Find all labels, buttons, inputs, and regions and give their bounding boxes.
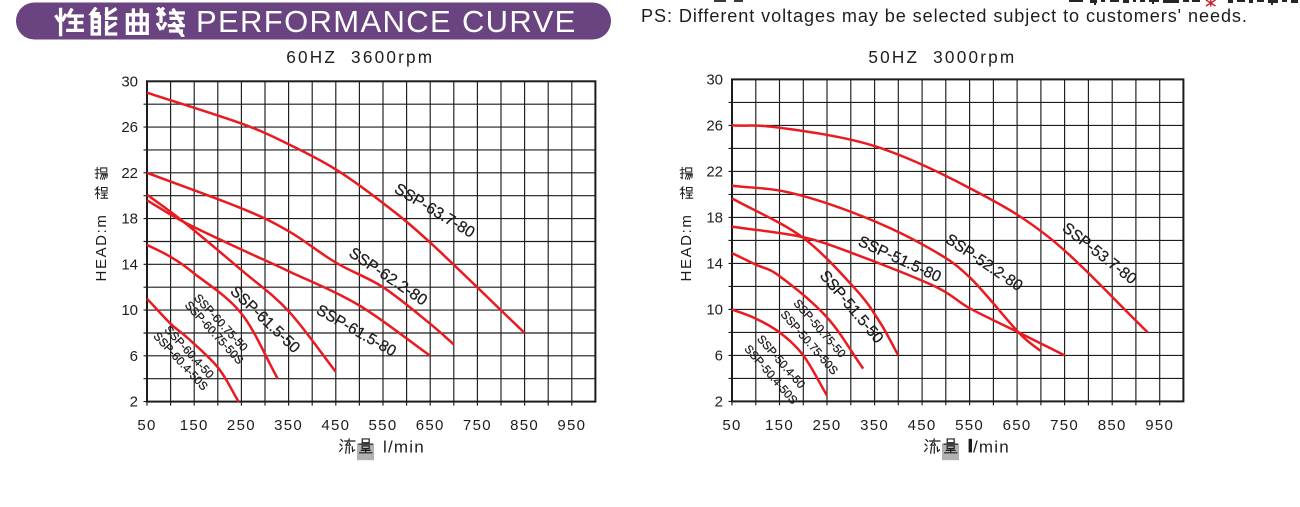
- svg-text:22: 22: [121, 165, 138, 182]
- svg-text:2: 2: [130, 394, 138, 411]
- svg-text:18: 18: [121, 211, 138, 228]
- svg-text:650: 650: [1003, 417, 1032, 434]
- svg-text:14: 14: [706, 255, 723, 272]
- svg-text:22: 22: [706, 163, 723, 180]
- svg-text:850: 850: [1098, 417, 1127, 434]
- svg-text:450: 450: [908, 417, 937, 434]
- svg-text:18: 18: [706, 209, 723, 226]
- svg-text:50HZ 3000rpm: 50HZ 3000rpm: [868, 47, 1016, 67]
- svg-text:HEAD:m: HEAD:m: [93, 214, 110, 282]
- svg-text:50: 50: [137, 417, 156, 434]
- svg-text:2: 2: [715, 393, 723, 410]
- svg-text:6: 6: [130, 348, 138, 365]
- svg-text:350: 350: [860, 417, 889, 434]
- svg-text:250: 250: [227, 417, 256, 434]
- svg-text:14: 14: [121, 256, 138, 273]
- svg-text:450: 450: [321, 417, 350, 434]
- svg-text:30: 30: [706, 71, 723, 88]
- svg-text:550: 550: [369, 417, 398, 434]
- svg-text:60HZ 3600rpm: 60HZ 3600rpm: [286, 47, 434, 67]
- svg-text:30: 30: [121, 73, 138, 90]
- svg-text:350: 350: [274, 417, 303, 434]
- svg-text:950: 950: [557, 417, 586, 434]
- svg-text:l/min: l/min: [383, 437, 425, 456]
- svg-text:10: 10: [706, 301, 723, 318]
- svg-text:50: 50: [722, 417, 741, 434]
- svg-text:l/min: l/min: [968, 437, 1010, 456]
- svg-text:PS: Different voltages may be: PS: Different voltages may be selected s…: [641, 6, 1248, 26]
- svg-text:150: 150: [765, 417, 794, 434]
- svg-text:850: 850: [510, 417, 539, 434]
- svg-text:150: 150: [180, 417, 209, 434]
- svg-text:750: 750: [1050, 417, 1079, 434]
- svg-text:950: 950: [1145, 417, 1174, 434]
- svg-text:10: 10: [121, 302, 138, 319]
- svg-text:PERFORMANCE CURVE: PERFORMANCE CURVE: [196, 4, 577, 39]
- svg-text:6: 6: [715, 347, 723, 364]
- svg-text:750: 750: [463, 417, 492, 434]
- svg-text:26: 26: [121, 119, 138, 136]
- svg-text:HEAD:m: HEAD:m: [678, 214, 695, 282]
- svg-text:26: 26: [706, 117, 723, 134]
- svg-text:250: 250: [813, 417, 842, 434]
- svg-text:550: 550: [955, 417, 984, 434]
- svg-text:650: 650: [416, 417, 445, 434]
